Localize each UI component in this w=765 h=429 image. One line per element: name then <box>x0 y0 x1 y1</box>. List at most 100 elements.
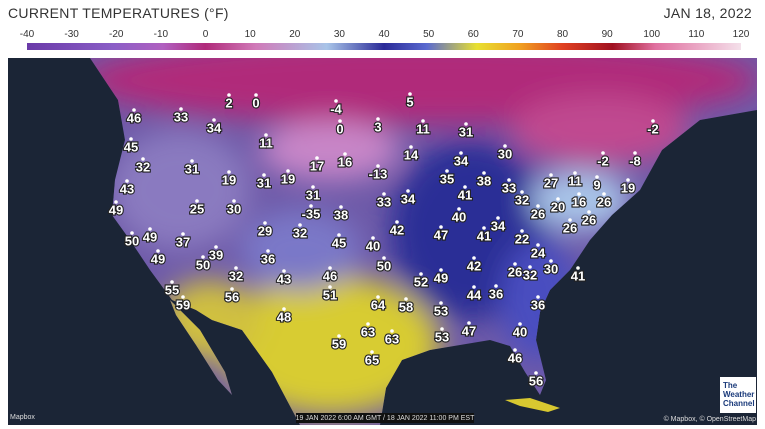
scale-tick-label: 40 <box>378 29 390 40</box>
station-dot <box>482 171 486 175</box>
temperature-reading: 40 <box>452 209 466 224</box>
scale-tick-label: 0 <box>203 29 209 40</box>
scale-tick-label: 80 <box>557 29 569 40</box>
station-dot <box>262 173 266 177</box>
station-dot <box>439 268 443 272</box>
station-dot <box>334 99 338 103</box>
temperature-reading: 53 <box>434 303 448 318</box>
temperature-reading: 63 <box>361 324 375 339</box>
scale-tick-label: 120 <box>733 29 750 40</box>
temperature-reading: 56 <box>529 373 543 388</box>
station-dot <box>440 327 444 331</box>
temperature-reading: 14 <box>404 147 419 162</box>
temperature-reading: 32 <box>515 192 529 207</box>
scale-tick-label: 50 <box>423 29 435 40</box>
station-dot <box>286 169 290 173</box>
station-dot <box>494 284 498 288</box>
station-dot <box>651 119 655 123</box>
temperature-reading: -13 <box>369 166 388 181</box>
scale-tick-label: -40 <box>20 29 35 40</box>
station-dot <box>370 350 374 354</box>
station-dot <box>463 185 467 189</box>
temperature-reading: 11 <box>259 135 273 150</box>
temperature-reading: 31 <box>257 175 271 190</box>
footer-left: Mapbox <box>10 414 35 421</box>
station-dot <box>264 133 268 137</box>
temperature-reading: 49 <box>143 229 157 244</box>
station-dot <box>459 151 463 155</box>
temperature-reading: 17 <box>310 158 324 173</box>
station-dot <box>409 145 413 149</box>
map-title: CURRENT TEMPERATURES (°F) <box>8 5 229 21</box>
station-dot <box>520 229 524 233</box>
temperature-reading: 9 <box>593 177 600 192</box>
temperature-reading: 26 <box>563 220 577 235</box>
station-dot <box>534 371 538 375</box>
temperature-reading: -4 <box>330 101 342 116</box>
temperature-reading: 45 <box>332 235 346 250</box>
station-dot <box>227 93 231 97</box>
temperature-reading: 46 <box>508 350 522 365</box>
temperature-reading: 49 <box>151 251 165 266</box>
temperature-reading: 26 <box>508 264 522 279</box>
temperature-reading: 19 <box>222 172 236 187</box>
station-dot <box>230 287 234 291</box>
station-dot <box>315 156 319 160</box>
station-dot <box>195 199 199 203</box>
station-dot <box>337 233 341 237</box>
timestamp: 19 JAN 2022 6:00 AM GMT / 18 JAN 2022 11… <box>296 415 475 422</box>
temperature-reading: 31 <box>306 187 320 202</box>
station-dot <box>626 178 630 182</box>
temperature-reading: 40 <box>513 324 527 339</box>
station-dot <box>602 192 606 196</box>
temperature-reading: 24 <box>531 245 546 260</box>
station-dot <box>148 227 152 231</box>
station-dot <box>181 295 185 299</box>
station-dot <box>482 226 486 230</box>
temperature-reading: 38 <box>477 173 491 188</box>
temperature-reading: 43 <box>120 181 134 196</box>
station-dot <box>513 262 517 266</box>
temperature-reading: 32 <box>523 267 537 282</box>
logo-text: Weather <box>723 390 754 399</box>
station-dot <box>536 243 540 247</box>
temperature-reading: 52 <box>414 274 428 289</box>
temperature-reading: 41 <box>458 187 472 202</box>
station-dot <box>439 225 443 229</box>
temperature-reading: 19 <box>281 171 295 186</box>
temperature-reading: 31 <box>185 161 199 176</box>
scale-tick-label: 70 <box>512 29 524 40</box>
scale-tick-label: 100 <box>643 29 660 40</box>
temperature-reading: 11 <box>568 173 582 188</box>
temperature-reading: 32 <box>136 159 150 174</box>
temperature-reading: 30 <box>227 201 241 216</box>
temperature-reading: 44 <box>467 287 482 302</box>
station-dot <box>214 245 218 249</box>
station-dot <box>328 285 332 289</box>
station-dot <box>457 207 461 211</box>
station-dot <box>587 210 591 214</box>
temperature-reading: 64 <box>371 297 386 312</box>
temperature-reading: 0 <box>336 121 343 136</box>
temperature-reading: 46 <box>127 110 141 125</box>
station-dot <box>282 269 286 273</box>
temperature-reading: -8 <box>629 153 641 168</box>
temperature-reading: 50 <box>196 257 210 272</box>
station-dot <box>201 255 205 259</box>
station-dot <box>464 122 468 126</box>
temperature-reading: 41 <box>477 228 491 243</box>
station-dot <box>421 119 425 123</box>
station-dot <box>298 223 302 227</box>
temperature-reading: 47 <box>434 227 448 242</box>
station-dot <box>129 137 133 141</box>
logo-text: The <box>723 381 738 390</box>
station-dot <box>496 216 500 220</box>
station-dot <box>520 190 524 194</box>
temperature-reading: 16 <box>572 194 586 209</box>
station-dot <box>309 204 313 208</box>
station-dot <box>467 321 471 325</box>
temperature-reading: -35 <box>302 206 321 221</box>
station-dot <box>536 295 540 299</box>
